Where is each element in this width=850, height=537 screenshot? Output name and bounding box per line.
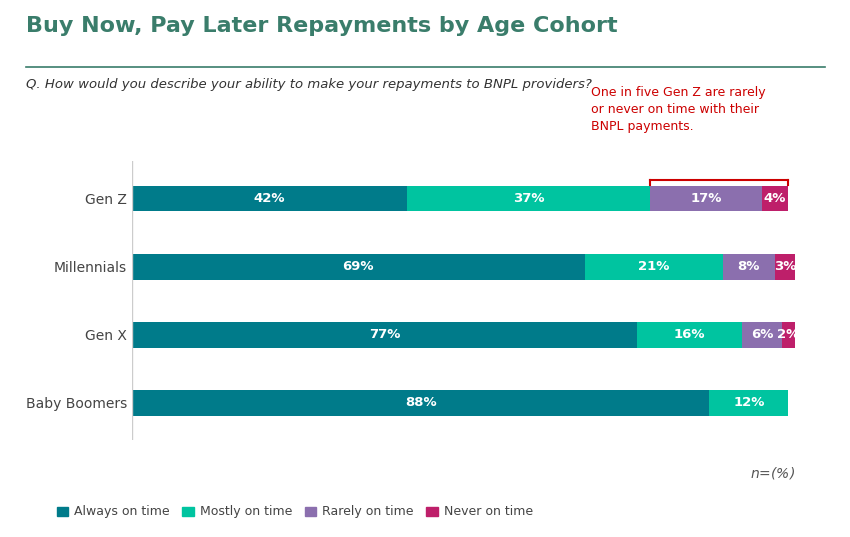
Text: 12%: 12% — [733, 396, 764, 409]
Bar — [782, 322, 795, 348]
Text: Buy Now, Pay Later Repayments by Age Cohort: Buy Now, Pay Later Repayments by Age Coh… — [26, 16, 617, 36]
Text: Q. How would you describe your ability to make your repayments to BNPL providers: Q. How would you describe your ability t… — [26, 78, 592, 91]
Bar — [132, 186, 407, 212]
Bar — [775, 253, 795, 280]
Bar — [650, 186, 762, 212]
Text: One in five Gen Z are rarely
or never on time with their
BNPL payments.: One in five Gen Z are rarely or never on… — [591, 86, 765, 133]
Text: 6%: 6% — [751, 328, 774, 342]
Bar — [762, 186, 788, 212]
Bar — [742, 322, 782, 348]
Bar — [585, 253, 722, 280]
Bar — [710, 390, 788, 416]
Legend: Always on time, Mostly on time, Rarely on time, Never on time: Always on time, Mostly on time, Rarely o… — [52, 500, 538, 524]
Text: 77%: 77% — [369, 328, 400, 342]
Text: 3%: 3% — [774, 260, 796, 273]
Text: 37%: 37% — [513, 192, 545, 205]
Text: 88%: 88% — [405, 396, 436, 409]
Text: 8%: 8% — [738, 260, 760, 273]
Text: 42%: 42% — [254, 192, 286, 205]
Bar — [407, 186, 650, 212]
Text: $n$=(%): $n$=(%) — [750, 465, 795, 481]
Bar — [132, 390, 710, 416]
Text: 16%: 16% — [674, 328, 706, 342]
Text: 69%: 69% — [343, 260, 374, 273]
Text: 4%: 4% — [764, 192, 786, 205]
Text: 17%: 17% — [690, 192, 722, 205]
Text: 21%: 21% — [638, 260, 669, 273]
Bar — [132, 322, 638, 348]
Bar — [638, 322, 742, 348]
Text: 2%: 2% — [777, 328, 799, 342]
Bar — [132, 253, 585, 280]
Bar — [722, 253, 775, 280]
